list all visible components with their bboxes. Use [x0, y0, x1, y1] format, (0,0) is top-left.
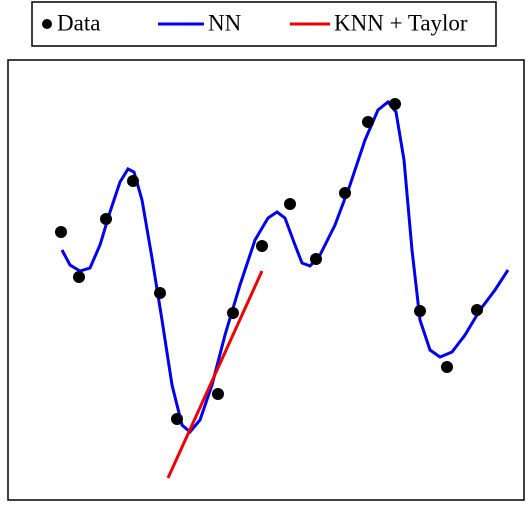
- data-point: [100, 213, 112, 225]
- legend-marker: [42, 19, 52, 29]
- data-point: [441, 361, 453, 373]
- data-point: [154, 287, 166, 299]
- data-point: [362, 116, 374, 128]
- legend-box: [31, 1, 497, 47]
- data-point: [55, 226, 67, 238]
- data-point: [171, 413, 183, 425]
- data-point: [389, 98, 401, 110]
- line: [60, 99, 510, 435]
- legend-label: NN: [208, 10, 242, 35]
- data-point: [227, 307, 239, 319]
- data-point: [414, 305, 426, 317]
- data-point: [284, 198, 296, 210]
- data-point: [339, 187, 351, 199]
- legend-label: Data: [57, 10, 100, 35]
- data-point: [471, 304, 483, 316]
- legend-label: KNN + Taylor: [334, 10, 468, 35]
- data-point: [310, 253, 322, 265]
- data-point: [73, 271, 85, 283]
- line: [166, 270, 264, 479]
- data-point: [127, 175, 139, 187]
- data-point: [212, 388, 224, 400]
- plot-frame: [7, 59, 525, 501]
- data-point: [256, 240, 268, 252]
